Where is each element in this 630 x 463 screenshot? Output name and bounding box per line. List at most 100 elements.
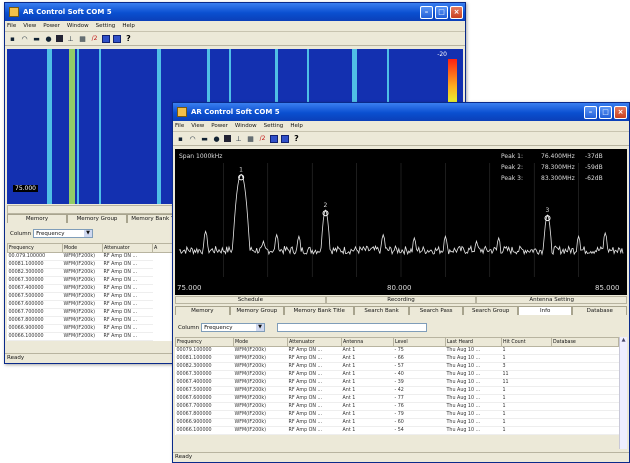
menu-setting[interactable]: Setting <box>95 23 116 29</box>
tab-memory-group[interactable]: Memory Group <box>229 306 285 315</box>
menu-power[interactable]: Power <box>211 123 228 129</box>
tab-info[interactable]: Info <box>517 306 573 315</box>
receive-icon[interactable]: ◠ <box>189 134 196 143</box>
record-icon[interactable]: ● <box>45 34 52 43</box>
table-row[interactable]: 00067.600000 WFM(IF200k) RF Amp ON ... Ant … <box>175 394 619 403</box>
table-scrollbar[interactable]: ▲ <box>619 337 627 449</box>
tab-search-bank[interactable]: Search Bank <box>354 306 409 315</box>
table-row[interactable]: 00082.300000 WFM(IF200k) RF Amp ON ... <box>7 268 175 277</box>
tab-memory[interactable]: Memory <box>7 214 67 223</box>
table-row[interactable]: 00067.600000 WFM(IF200k) RF Amp ON ... <box>7 300 175 309</box>
close-icon[interactable]: × <box>450 5 463 19</box>
table-row[interactable]: 00.079.100000 WFM(IF200k) RF Amp ON ... <box>7 252 175 261</box>
table-row[interactable]: 00067.700000 WFM(IF200k) RF Amp ON ... <box>7 308 175 317</box>
maximize-icon[interactable]: □ <box>435 5 448 19</box>
table-row[interactable]: 00067.400000 WFM(IF200k) RF Amp ON ... <box>7 284 175 293</box>
peak-marker-2[interactable] <box>322 210 329 217</box>
table-row[interactable]: 00066.900000 WFM(IF200k) RF Amp ON ... Ant … <box>175 418 619 427</box>
table-cell: Thu Aug 10 ... <box>445 370 502 379</box>
section-schedule[interactable]: Schedule <box>175 296 326 304</box>
col-mode[interactable]: Mode <box>62 243 103 253</box>
table-row[interactable]: 00081.100000 WFM(IF200k) RF Amp ON ... Ant … <box>175 354 619 363</box>
menu-window[interactable]: Window <box>234 123 257 129</box>
minimize-icon[interactable]: – <box>420 5 433 19</box>
tab-search-pass[interactable]: Search Pass <box>408 306 464 315</box>
table-row[interactable]: 00066.900000 WFM(IF200k) RF Amp ON ... <box>7 324 175 333</box>
menu-help[interactable]: Help <box>122 23 135 29</box>
col-antenna[interactable]: Antenna <box>341 337 394 347</box>
menu-view[interactable]: View <box>191 123 205 129</box>
column-select[interactable]: Frequency ▼ <box>33 229 94 238</box>
memory-icon[interactable]: ▦ <box>247 134 254 143</box>
minimize-icon[interactable]: – <box>584 105 597 119</box>
save-icon[interactable]: ▪ <box>178 134 183 143</box>
col-database[interactable]: Database <box>551 337 619 347</box>
table-row[interactable]: 00067.400000 WFM(IF200k) RF Amp ON ... Ant … <box>175 378 619 387</box>
spectrum-display[interactable]: Span 1000kHz Peak 1: 76.400MHz -37dB Pea… <box>175 149 627 295</box>
spectrum-icon[interactable] <box>281 134 289 143</box>
ctcss-icon[interactable]: /2 <box>259 135 266 142</box>
tab-memory[interactable]: Memory <box>175 306 230 315</box>
tab-memory-group[interactable]: Memory Group <box>67 214 127 223</box>
grid-icon[interactable] <box>270 134 278 143</box>
menu-file[interactable]: File <box>175 123 185 129</box>
table-row[interactable]: 00067.800000 WFM(IF200k) RF Amp ON ... Ant … <box>175 410 619 419</box>
maximize-icon[interactable]: □ <box>599 105 612 119</box>
receive-icon[interactable]: ◠ <box>21 34 28 43</box>
ctcss-icon[interactable]: /2 <box>91 35 98 42</box>
record-icon[interactable]: ● <box>213 134 220 143</box>
menu-help[interactable]: Help <box>290 123 303 129</box>
col-frequency[interactable]: Frequency <box>7 243 63 253</box>
memory-icon[interactable]: ▦ <box>79 34 86 43</box>
antenna-icon[interactable]: ⊥ <box>235 134 242 143</box>
section-recording[interactable]: Recording <box>325 296 477 304</box>
table-cell: - 57 <box>393 362 446 371</box>
scroll-up-icon[interactable]: ▲ <box>621 337 626 343</box>
grid-icon[interactable] <box>102 34 110 43</box>
section-antenna-setting[interactable]: Antenna Setting <box>476 296 628 304</box>
menu-window[interactable]: Window <box>66 23 89 29</box>
menu-power[interactable]: Power <box>43 23 60 29</box>
line-icon[interactable]: ▬ <box>201 134 208 143</box>
col-mode[interactable]: Mode <box>233 337 288 347</box>
table-row[interactable]: 00081.100000 WFM(IF200k) RF Amp ON ... <box>7 260 175 269</box>
table-row[interactable]: 00067.300000 WFM(IF200k) RF Amp ON ... Ant … <box>175 370 619 379</box>
table-row[interactable]: 00067.300000 WFM(IF200k) RF Amp ON ... <box>7 276 175 285</box>
line-icon[interactable]: ▬ <box>33 34 40 43</box>
col-attenuator[interactable]: Attenuator <box>287 337 342 347</box>
menu-setting[interactable]: Setting <box>263 123 284 129</box>
table-row[interactable]: 00067.700000 WFM(IF200k) RF Amp ON ... Ant … <box>175 402 619 411</box>
table-row[interactable]: 00067.500000 WFM(IF200k) RF Amp ON ... <box>7 292 175 301</box>
col-hit-count[interactable]: Hit Count <box>501 337 552 347</box>
col-level[interactable]: Level <box>393 337 446 347</box>
menu-view[interactable]: View <box>23 23 37 29</box>
peak-marker-3[interactable] <box>544 215 551 222</box>
col-last-heard[interactable]: Last Heard <box>445 337 502 347</box>
table-row[interactable]: 00066.100000 WFM(IF200k) RF Amp ON ... Ant … <box>175 426 619 435</box>
help-icon[interactable]: ? <box>126 34 131 43</box>
filter-input[interactable] <box>277 323 428 332</box>
col-attenuator[interactable]: Attenuator <box>102 243 153 253</box>
tab-memory-bank-title[interactable]: Memory Bank Title <box>284 306 355 315</box>
front-title-bar[interactable]: AR Control Soft COM 5 – □ × <box>173 103 629 121</box>
tab-search-group[interactable]: Search Group <box>463 306 518 315</box>
antenna-icon[interactable]: ⊥ <box>67 34 74 43</box>
front-window[interactable]: AR Control Soft COM 5 – □ × File View Po… <box>172 102 630 463</box>
col-frequency[interactable]: Frequency <box>175 337 234 347</box>
help-icon[interactable]: ? <box>294 134 299 143</box>
close-icon[interactable]: × <box>614 105 627 119</box>
save-icon[interactable]: ▪ <box>10 34 15 43</box>
table-row[interactable]: 00066.100000 WFM(IF200k) RF Amp ON ... <box>7 332 175 341</box>
spectrum-icon[interactable] <box>113 34 121 43</box>
table-row[interactable]: 00067.800000 WFM(IF200k) RF Amp ON ... <box>7 316 175 325</box>
column-select[interactable]: Frequency ▼ <box>201 323 266 332</box>
stop-icon[interactable] <box>56 35 63 42</box>
peak-marker-1[interactable] <box>238 174 245 181</box>
table-row[interactable]: 00067.500000 WFM(IF200k) RF Amp ON ... Ant … <box>175 386 619 395</box>
back-title-bar[interactable]: AR Control Soft COM 5 – □ × <box>5 3 465 21</box>
menu-file[interactable]: File <box>7 23 17 29</box>
table-row[interactable]: 00079.100000 WFM(IF200k) RF Amp ON ... Ant … <box>175 346 619 355</box>
stop-icon[interactable] <box>224 135 231 142</box>
tab-database[interactable]: Database <box>572 306 628 315</box>
table-row[interactable]: 00082.300000 WFM(IF200k) RF Amp ON ... Ant … <box>175 362 619 371</box>
